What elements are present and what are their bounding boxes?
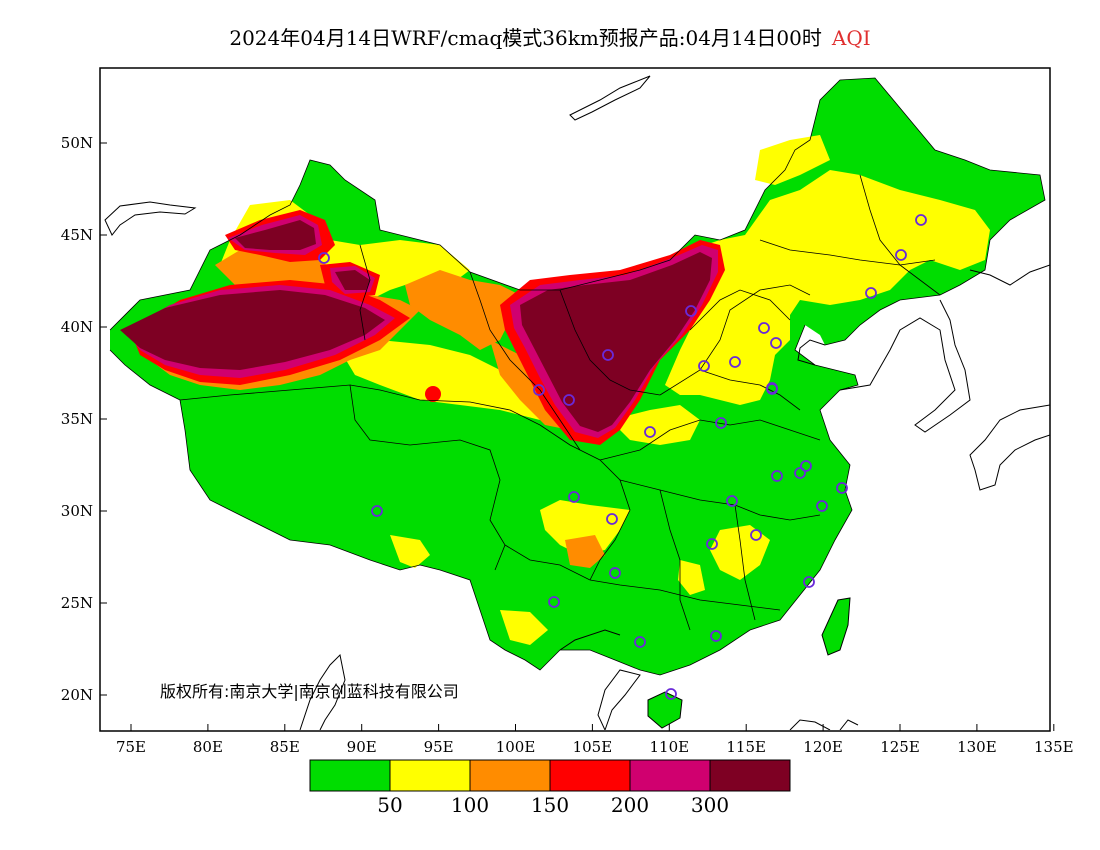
lon-tick-label: 115E	[726, 738, 766, 756]
station-marker	[758, 322, 770, 334]
lon-tick-label: 100E	[496, 738, 536, 756]
map-title: 2024年04月14日WRF/cmaq模式36km预报产品:04月14日00时 A…	[0, 22, 1100, 51]
station-marker	[698, 360, 710, 372]
station-marker	[665, 688, 677, 700]
aqi-region-hazardous	[120, 220, 712, 432]
station-marker	[706, 538, 718, 550]
station-marker	[548, 596, 560, 608]
station-marker	[766, 383, 778, 395]
aqi-colorbar: 50 100 150 200 300	[309, 759, 791, 817]
station-marker	[771, 470, 783, 482]
colorbar-label: 100	[451, 793, 489, 817]
colorbar-swatch	[389, 759, 471, 792]
station-marker	[800, 460, 812, 472]
copyright-text: 版权所有:南京大学|南京创蓝科技有限公司	[160, 682, 459, 701]
station-marker	[750, 529, 762, 541]
station-marker	[568, 491, 580, 503]
station-markers	[318, 214, 927, 700]
lat-tick-label: 40N	[61, 318, 93, 336]
lon-tick-label: 95E	[424, 738, 454, 756]
station-marker	[770, 337, 782, 349]
axis-ticks: 75E 80E 85E 90E 95E 100E 105E 110E 115E 120E 125E 1…	[61, 134, 1074, 756]
colorbar-label: 150	[531, 793, 569, 817]
station-marker	[865, 287, 877, 299]
map-layers: 版权所有:南京大学|南京创蓝科技有限公司	[104, 75, 1050, 730]
colorbar-swatch	[629, 759, 711, 792]
colorbar-label: 50	[377, 793, 402, 817]
lon-tick-label: 110E	[650, 738, 690, 756]
lon-tick-label: 135E	[1034, 738, 1074, 756]
station-marker	[710, 630, 722, 642]
colorbar-label: 300	[691, 793, 729, 817]
station-marker	[729, 356, 741, 368]
lon-tick-label: 80E	[193, 738, 223, 756]
station-marker	[836, 482, 848, 494]
station-marker	[803, 576, 815, 588]
hainan-island	[648, 692, 682, 728]
title-variable: AQI	[831, 26, 871, 50]
lon-tick-label: 120E	[803, 738, 843, 756]
station-marker	[715, 417, 727, 429]
station-marker	[609, 567, 621, 579]
lat-tick-label: 25N	[61, 594, 93, 612]
station-marker	[602, 349, 614, 361]
lon-tick-label: 130E	[957, 738, 997, 756]
colorbar-label: 200	[611, 793, 649, 817]
colorbar-swatch	[469, 759, 551, 792]
colorbar-swatch	[309, 759, 391, 792]
taiwan-island	[822, 598, 850, 655]
station-marker	[533, 384, 545, 396]
lon-tick-label: 75E	[116, 738, 146, 756]
lon-tick-label: 85E	[270, 738, 300, 756]
lat-tick-label: 45N	[61, 226, 93, 244]
station-marker	[794, 467, 806, 479]
lat-tick-label: 50N	[61, 134, 93, 152]
station-marker	[915, 214, 927, 226]
lat-tick-label: 30N	[61, 502, 93, 520]
station-marker	[371, 505, 383, 517]
station-marker	[685, 305, 697, 317]
colorbar-swatch	[549, 759, 631, 792]
station-marker	[563, 394, 575, 406]
station-marker	[644, 426, 656, 438]
lon-tick-label: 105E	[573, 738, 613, 756]
station-marker	[816, 500, 828, 512]
coastlines	[104, 75, 1050, 730]
lat-tick-label: 35N	[61, 410, 93, 428]
station-marker	[726, 495, 738, 507]
lat-tick-label: 20N	[61, 686, 93, 704]
title-main: 2024年04月14日WRF/cmaq模式36km预报产品:04月14日00时	[229, 26, 822, 50]
colorbar-swatch	[709, 759, 791, 792]
lon-tick-label: 90E	[347, 738, 377, 756]
station-marker	[895, 249, 907, 261]
station-marker	[634, 636, 646, 648]
station-marker	[318, 252, 330, 264]
station-marker	[606, 513, 618, 525]
lon-tick-label: 125E	[880, 738, 920, 756]
